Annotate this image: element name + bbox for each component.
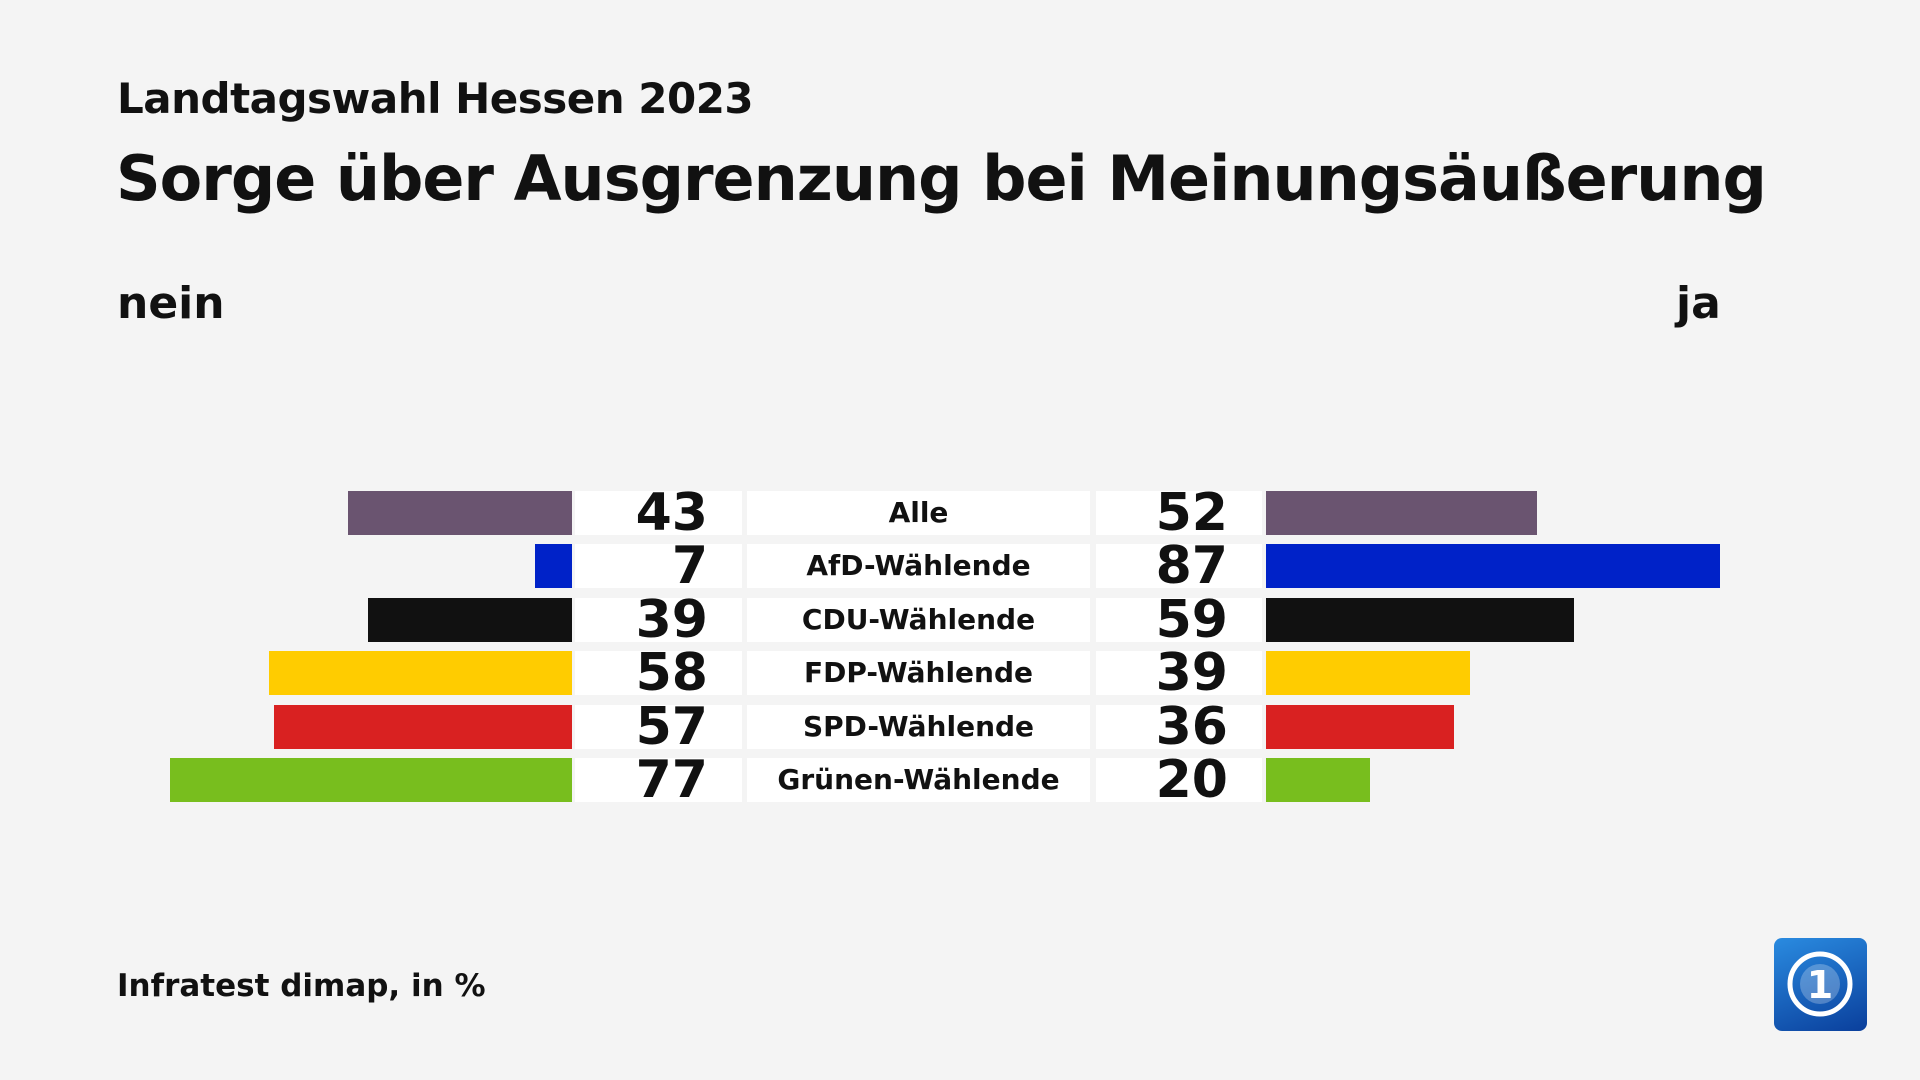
value-ja: 39 xyxy=(1096,647,1262,699)
bar-nein xyxy=(535,544,572,589)
bar-nein xyxy=(269,651,572,696)
chart-subtitle: Landtagswahl Hessen 2023 xyxy=(117,74,754,123)
value-nein: 43 xyxy=(575,487,742,539)
bar-ja xyxy=(1266,544,1721,589)
category-label: CDU-Wählende xyxy=(747,597,1090,642)
value-nein: 77 xyxy=(575,754,742,806)
value-ja: 87 xyxy=(1096,540,1262,592)
bar-ja xyxy=(1266,704,1454,749)
value-ja: 52 xyxy=(1096,487,1262,539)
value-nein: 58 xyxy=(575,647,742,699)
category-label: AfD-Wählende xyxy=(747,544,1090,589)
category-label: Alle xyxy=(747,491,1090,535)
value-ja: 59 xyxy=(1096,594,1262,646)
value-ja: 36 xyxy=(1096,701,1262,753)
value-nein: 39 xyxy=(575,594,742,646)
value-ja: 20 xyxy=(1096,754,1262,806)
svg-text:1: 1 xyxy=(1807,963,1833,1007)
bar-ja xyxy=(1266,491,1538,535)
category-label: SPD-Wählende xyxy=(747,704,1090,749)
bar-nein xyxy=(347,491,572,535)
chart-title: Sorge über Ausgrenzung bei Meinungsäußer… xyxy=(116,142,1767,215)
bar-ja xyxy=(1266,758,1371,802)
bar-nein xyxy=(274,704,572,749)
ard-logo: 1 xyxy=(1774,938,1867,1031)
category-label: FDP-Wählende xyxy=(747,651,1090,696)
bar-ja xyxy=(1266,651,1470,696)
ard-one-icon: 1 xyxy=(1787,951,1853,1017)
value-nein: 7 xyxy=(575,540,742,592)
bar-nein xyxy=(368,597,572,642)
bar-nein xyxy=(170,758,572,802)
category-label: Grünen-Wählende xyxy=(747,758,1090,802)
value-nein: 57 xyxy=(575,701,742,753)
source-note: Infratest dimap, in % xyxy=(117,968,486,1004)
bar-ja xyxy=(1266,597,1574,642)
left-label-nein: nein xyxy=(117,278,225,329)
right-label-ja: ja xyxy=(1676,278,1721,329)
